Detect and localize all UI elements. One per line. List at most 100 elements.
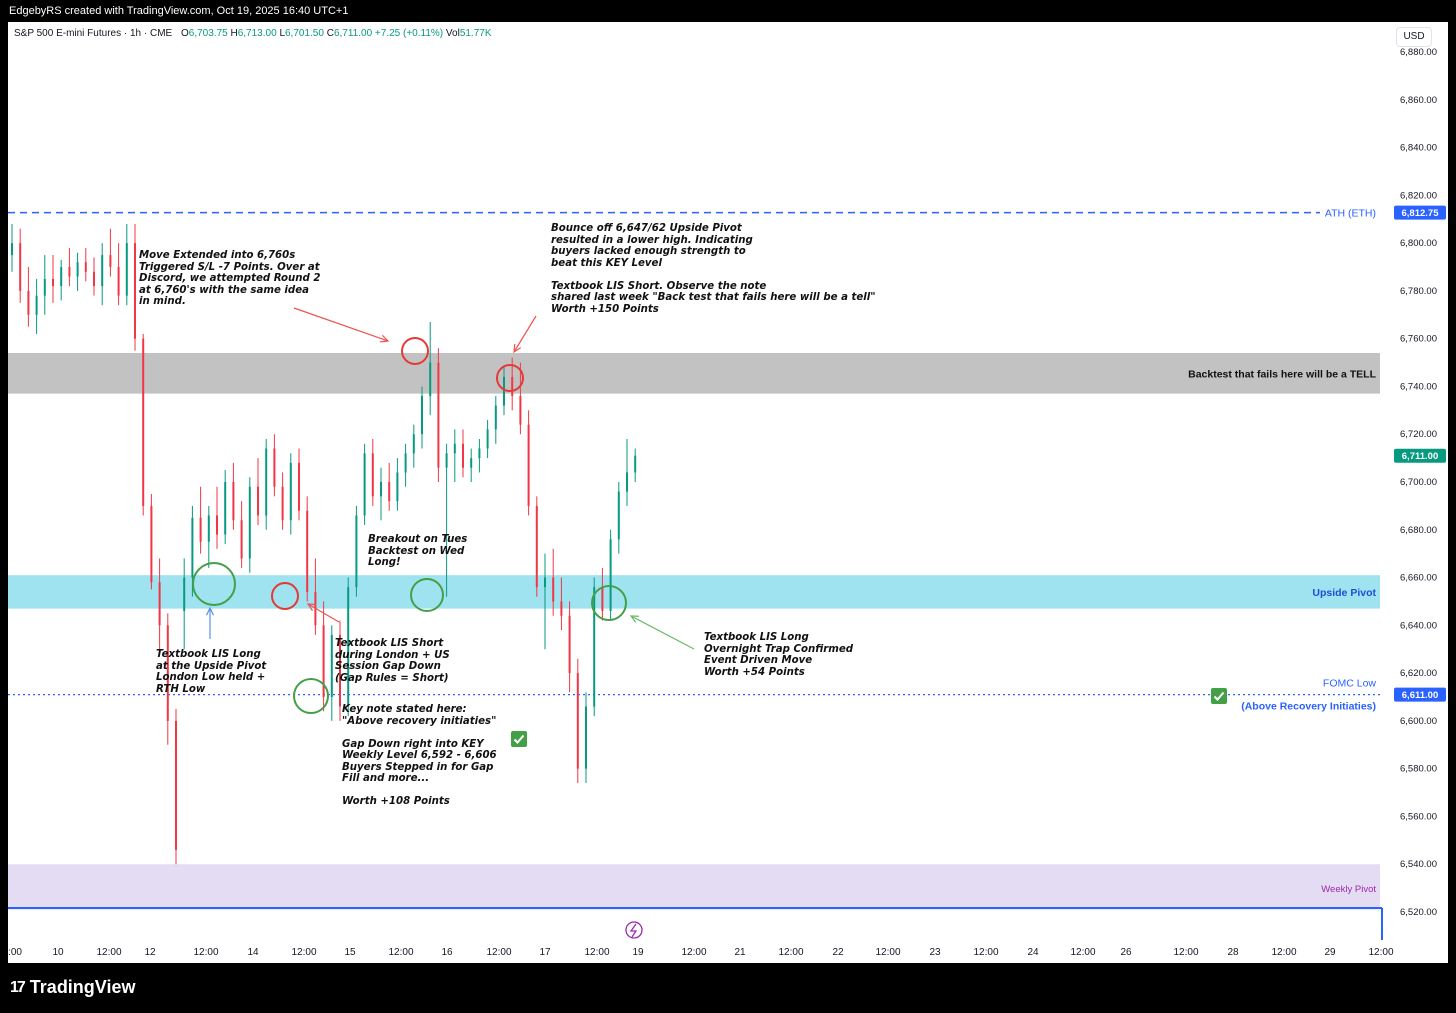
x-tick-label: 12:00 (875, 947, 900, 958)
x-tick-label: 12:00 (778, 947, 803, 958)
candle-body (609, 539, 612, 611)
candle-body (117, 267, 120, 296)
x-tick-label: 12:00 (193, 947, 218, 958)
volume-value: 51.77K (459, 28, 492, 39)
candle-body (281, 486, 284, 521)
red-circle-marker (496, 364, 524, 392)
green-circle-marker (591, 585, 627, 621)
candle-body (396, 472, 399, 502)
candle-body (544, 577, 546, 588)
candle-body (273, 448, 276, 487)
annotation-arrow-head (379, 334, 390, 343)
candle-body (478, 448, 481, 459)
annotation-breakout-tues: Breakout on Tues Backtest on Wed Long! (368, 534, 468, 568)
red-circle-marker (401, 337, 429, 365)
candle-body (347, 587, 350, 707)
x-tick-label: 22 (832, 947, 844, 958)
annotation-lis-long-overnight: Textbook LIS Long Overnight Trap Confirm… (704, 632, 854, 678)
candle-body (134, 243, 136, 339)
chart-caption: EdgebyRS created with TradingView.com, O… (0, 0, 1456, 22)
candle-body (470, 458, 473, 468)
x-tick-label: 12:00 (388, 947, 413, 958)
candle-body (43, 278, 46, 296)
y-tick-label: 6,820.00 (1400, 190, 1437, 201)
candle-body (519, 396, 522, 425)
candle-body (339, 634, 341, 707)
candle-body (11, 243, 13, 256)
y-tick-label: 6,540.00 (1400, 859, 1437, 870)
candle-body (462, 443, 464, 468)
candle-body (84, 262, 87, 272)
tradingview-logo[interactable]: 17 TradingView (10, 977, 136, 998)
annotation-arrow-head (205, 606, 215, 616)
annotation-key-note-gap: Key note stated here: "Above recovery in… (342, 704, 497, 807)
candle-body (68, 267, 71, 277)
symbol-title[interactable]: S&P 500 E-mini Futures · 1h · CME (14, 28, 173, 39)
price-label-box (1394, 687, 1446, 702)
annotation-move-extended: Move Extended into 6,760s Triggered S/L … (139, 250, 321, 307)
x-tick-label: 28 (1227, 947, 1239, 958)
currency-button[interactable]: USD (1396, 27, 1432, 47)
candle-body (363, 453, 366, 516)
candle-body (576, 673, 579, 769)
x-tick-label: 21 (734, 947, 746, 958)
y-tick-label: 6,740.00 (1400, 381, 1437, 392)
candle-body (257, 486, 259, 516)
fomc-sub-label: (Above Recovery Initiaties) (1241, 701, 1376, 713)
candle-body (35, 295, 38, 315)
candle-body (453, 443, 456, 454)
zone-band (8, 575, 1380, 609)
zone-band (8, 353, 1380, 394)
x-tick-label: 15 (344, 947, 356, 958)
y-tick-label: 6,520.00 (1400, 907, 1437, 918)
x-tick-label: 19 (632, 947, 644, 958)
candle-body (93, 271, 95, 287)
candle-body (371, 453, 374, 497)
annotation-arrow-head (306, 603, 317, 611)
candle-body (503, 376, 505, 406)
candle-body (437, 362, 440, 468)
zone-label-backtest: Backtest that fails here will be a TELL (1188, 368, 1376, 380)
candle-body (494, 405, 497, 430)
y-tick-label: 6,600.00 (1400, 716, 1437, 727)
close-label: C (326, 28, 334, 39)
y-tick-label: 6,620.00 (1400, 668, 1437, 679)
y-tick-label: 6,860.00 (1400, 95, 1437, 106)
candle-body (207, 515, 210, 542)
x-tick-label: 23 (929, 947, 941, 958)
price-chart[interactable]: Backtest that fails here will be a TELL U… (8, 22, 1448, 963)
candle-body (27, 290, 30, 315)
candle-body (289, 462, 292, 521)
x-tick-label: 17 (539, 947, 551, 958)
candle-body (19, 243, 22, 291)
x-tick-label: 12:00 (96, 947, 121, 958)
high-value: 6,713.00 (237, 28, 277, 39)
candle-body (330, 634, 333, 697)
x-tick-label: 16 (441, 947, 453, 958)
x-tick-label: :00 (8, 947, 22, 958)
x-tick-label: 12:00 (486, 947, 511, 958)
price-label-text: 6,812.75 (1402, 208, 1440, 219)
x-tick-label: 12:00 (291, 947, 316, 958)
x-tick-label: 10 (52, 947, 64, 958)
event-lightning-icon (625, 921, 643, 939)
candle-body (404, 453, 407, 473)
candle-body (240, 520, 243, 559)
y-tick-label: 6,780.00 (1400, 286, 1437, 297)
candle-body (76, 262, 79, 277)
candle-body (191, 517, 194, 578)
checkmark-icon-tick (1213, 691, 1225, 701)
x-tick-label: 14 (247, 947, 259, 958)
chart-frame: Backtest that fails here will be a TELL U… (8, 22, 1448, 963)
candle-body (199, 517, 202, 542)
x-tick-label: 12:00 (1271, 947, 1296, 958)
red-circle-marker (271, 582, 299, 610)
annotation-arrow (513, 315, 537, 353)
y-tick-label: 6,840.00 (1400, 143, 1437, 154)
low-value: 6,701.50 (285, 28, 324, 39)
ath-level-label: ATH (ETH) (1325, 208, 1376, 220)
zone-label-upside-pivot: Upside Pivot (1312, 587, 1376, 599)
annotation-bounce-lower-high: Bounce off 6,647/62 Upside Pivot resulte… (551, 223, 876, 315)
candle-body (486, 429, 489, 449)
candle-body (527, 424, 530, 506)
